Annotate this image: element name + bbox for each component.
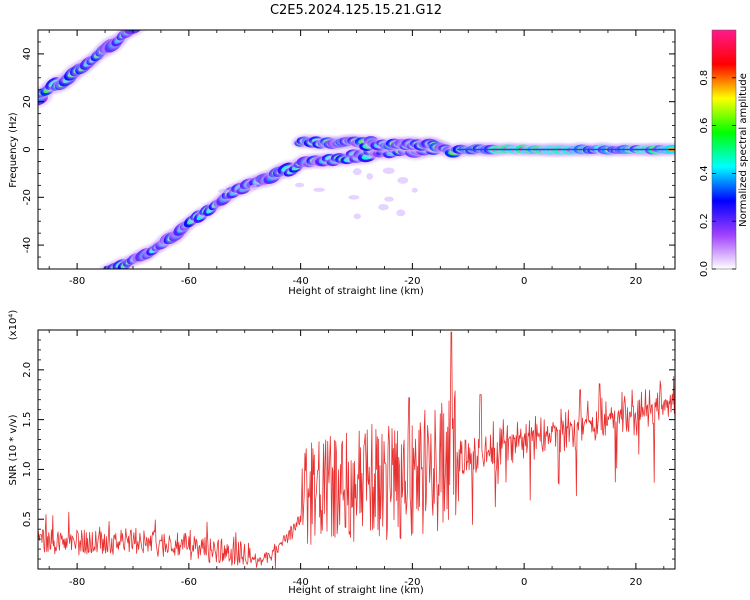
snr-y-tick-label: 0.5	[22, 511, 33, 527]
snr-y-tick-label: 1.5	[22, 412, 33, 428]
snr-x-axis-label: Height of straight line (km)	[288, 585, 424, 596]
spectrogram-faint-patch	[382, 167, 395, 174]
spectrogram-faint-patch	[249, 184, 258, 191]
snr-x-tick-label: -60	[181, 577, 197, 588]
colorbar-tick-label: 0.2	[699, 213, 710, 229]
spectrogram-y-tick-label: -20	[22, 189, 33, 205]
snr-x-ticks: -80 -60 -40 -20 0 20	[48, 330, 665, 588]
spectrogram-faint-patch	[396, 209, 406, 217]
snr-x-tick-label: 20	[630, 577, 643, 588]
spectrogram-faint-patch	[397, 176, 409, 184]
spectrogram-cell	[124, 30, 143, 35]
spectrogram-faint-patch	[313, 187, 326, 192]
colorbar-tick-label: 0.8	[699, 70, 710, 86]
spectrogram-x-ticks: -80 -60 -40 -20 0 20	[48, 30, 665, 287]
spectrogram-x-tick-label: -60	[181, 276, 197, 287]
spectrogram-faint-patch	[384, 196, 394, 202]
spectrogram-faint-patch	[378, 204, 389, 211]
spectrogram-x-tick-label: -80	[69, 276, 85, 287]
snr-x-tick-label: -40	[292, 577, 308, 588]
spectrogram-x-tick-label: 0	[521, 276, 527, 287]
spectrogram-faint-patch	[218, 188, 230, 194]
spectrogram-y-tick-label: 0	[22, 146, 33, 152]
snr-x-tick-label: 0	[521, 577, 527, 588]
spectrogram-x-tick-label: -20	[404, 276, 420, 287]
snr-y-tick-label: 1.0	[22, 461, 33, 477]
spectrogram-faint-patch	[366, 173, 374, 180]
snr-plot-area	[38, 330, 675, 569]
snr-y-ticks: 0.5 1.0 1.5 2.0	[22, 339, 675, 560]
snr-x-tick-label: -80	[69, 577, 85, 588]
spectrogram-faint-patch	[411, 187, 418, 193]
spectrogram-x-axis-label: Height of straight line (km)	[288, 286, 424, 297]
spectrogram-faint-patch	[352, 168, 362, 176]
snr-x-tick-label: -20	[404, 577, 420, 588]
spectrogram-panel: -80 -60 -40 -20 0 20 -40 -20 0 20 40 Height of st…	[8, 29, 676, 297]
spectrogram-y-tick-label: -40	[22, 237, 33, 253]
snr-y-scale-label: (x10⁴)	[8, 310, 19, 341]
spectrogram-y-ticks: -40 -20 0 20 40	[22, 29, 675, 270]
figure-title: C2E5.2024.125.15.21.G12	[270, 3, 442, 18]
spectrogram-y-tick-label: 40	[22, 48, 33, 61]
spectrogram-heatmap	[38, 30, 675, 269]
colorbar-ticks: 0.0 0.2 0.4 0.6 0.8	[699, 70, 736, 277]
colorbar-frame	[711, 29, 737, 270]
spectrogram-faint-patch	[294, 182, 305, 188]
spectrogram-faint-patch	[348, 195, 360, 200]
colorbar-tick-label: 0.0	[699, 261, 710, 277]
spectrogram-faint-patch	[353, 213, 361, 220]
spectrogram-x-tick-label: 20	[630, 276, 643, 287]
spectrogram-y-tick-label: 20	[22, 95, 33, 108]
colorbar-tick-label: 0.4	[699, 165, 710, 181]
snr-y-axis-label: SNR (10 * v/v)	[8, 414, 19, 485]
colorbar: 0.0 0.2 0.4 0.6 0.8 Normalized spectral ampl…	[699, 29, 749, 277]
colorbar-label: Normalized spectral amplitude	[738, 73, 749, 227]
snr-panel: -80 -60 -40 -20 0 20 0.5 1.0 1.5 2.0 Height of s…	[8, 310, 676, 596]
snr-series-line	[38, 331, 675, 569]
spectrogram-y-axis-label: Frequency (Hz)	[8, 112, 19, 188]
colorbar-gradient	[712, 30, 736, 269]
snr-y-tick-label: 2.0	[22, 362, 33, 378]
spectrogram-x-tick-label: -40	[292, 276, 308, 287]
colorbar-tick-label: 0.6	[699, 118, 710, 134]
